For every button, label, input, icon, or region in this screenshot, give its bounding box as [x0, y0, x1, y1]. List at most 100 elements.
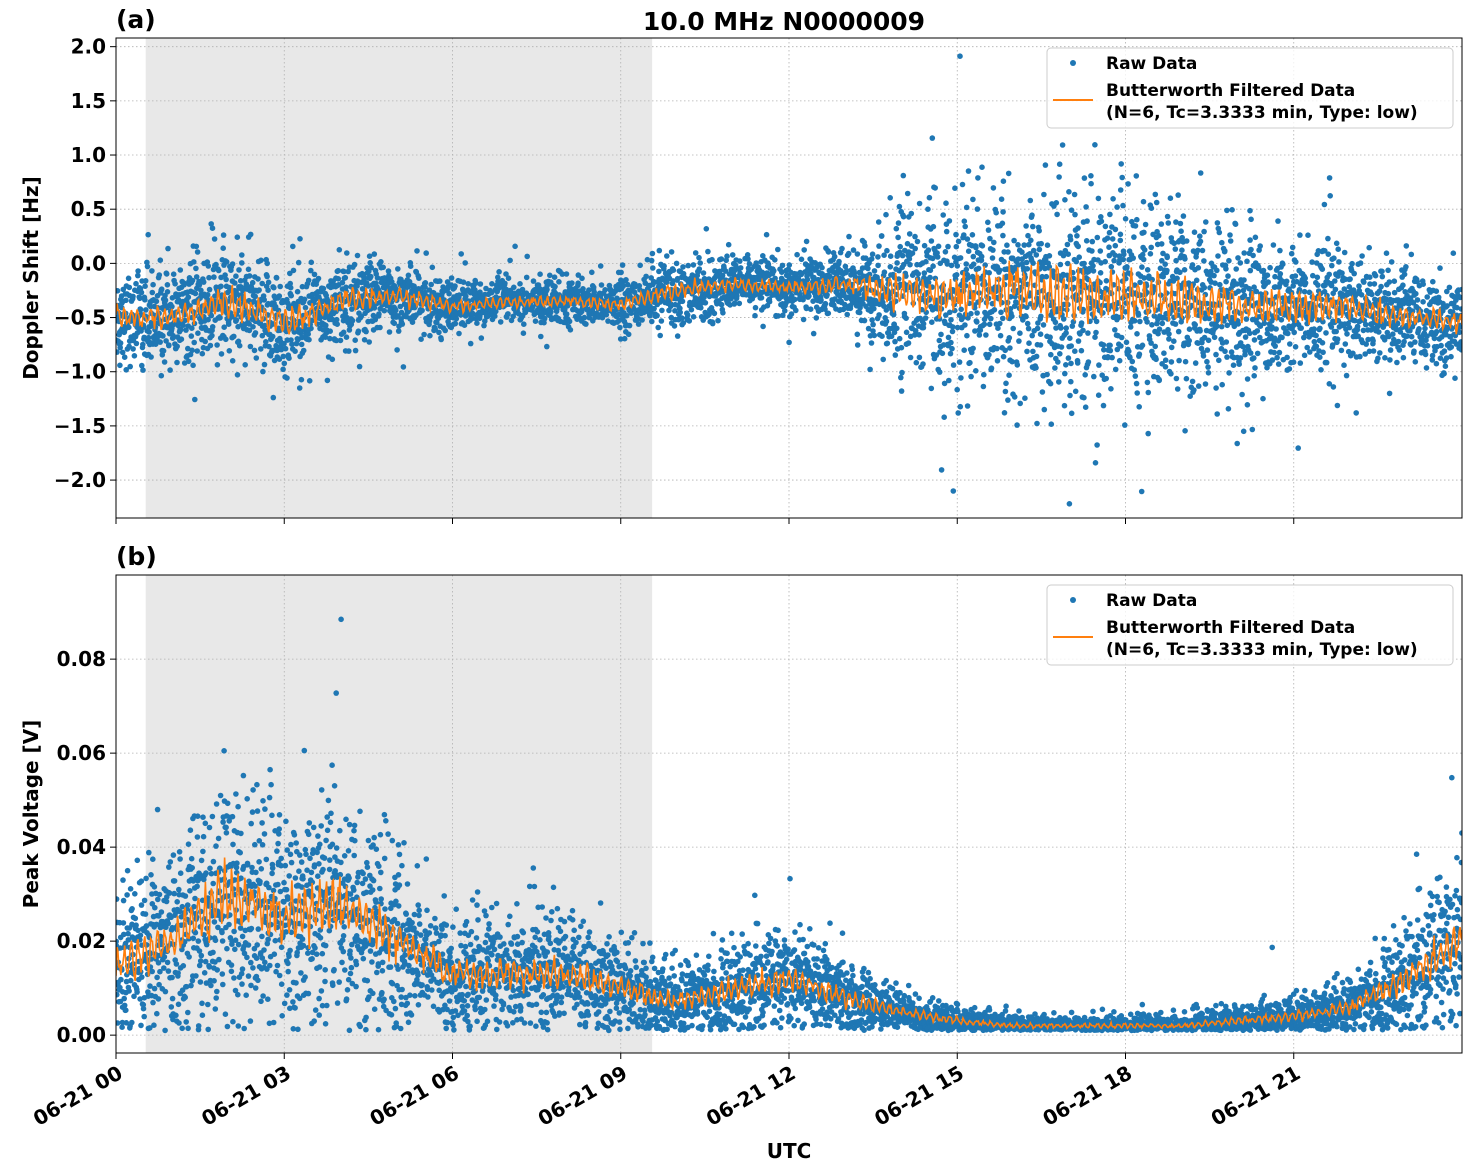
raw-point [1133, 223, 1139, 229]
raw-point [1241, 429, 1247, 435]
raw-point [1369, 292, 1375, 298]
raw-point [277, 293, 283, 299]
raw-point [1072, 348, 1078, 354]
raw-point [1279, 317, 1285, 323]
raw-point [675, 333, 681, 339]
raw-point [261, 297, 267, 303]
raw-point [794, 252, 800, 258]
raw-point [1079, 320, 1085, 326]
raw-point [1389, 259, 1395, 265]
raw-point [207, 287, 213, 293]
raw-point [958, 255, 964, 261]
raw-point [302, 297, 308, 303]
raw-point [1235, 321, 1241, 327]
raw-point [643, 274, 649, 280]
raw-point [799, 257, 805, 263]
raw-point [954, 272, 960, 278]
raw-point [898, 375, 904, 381]
raw-point [999, 196, 1005, 202]
raw-point [901, 173, 907, 179]
y-tick-label: 2.0 [71, 35, 106, 59]
raw-point [1327, 175, 1333, 181]
raw-point [989, 365, 995, 371]
raw-point [1025, 321, 1031, 327]
y-tick-label: 0.0 [71, 251, 106, 275]
raw-point [855, 342, 861, 348]
raw-point [760, 324, 766, 330]
raw-point [591, 285, 597, 291]
raw-point [1149, 322, 1155, 328]
raw-point [327, 328, 333, 334]
raw-point [973, 245, 979, 251]
raw-point [915, 239, 921, 245]
raw-point [1298, 325, 1304, 331]
raw-point [1148, 245, 1154, 251]
raw-point [801, 317, 807, 323]
raw-point [127, 285, 133, 291]
raw-point [282, 361, 288, 367]
raw-point [720, 310, 726, 316]
raw-point [982, 262, 988, 268]
raw-point [1047, 253, 1053, 259]
raw-point [1081, 395, 1087, 401]
raw-point [1293, 344, 1299, 350]
raw-point [970, 346, 976, 352]
raw-point [907, 262, 913, 268]
raw-point [1335, 403, 1341, 409]
raw-point [917, 355, 923, 361]
raw-point [897, 336, 903, 342]
y-tick-label: −1.5 [54, 414, 106, 438]
raw-point [114, 349, 120, 355]
raw-point [190, 363, 196, 369]
raw-point [216, 268, 222, 274]
raw-point [120, 350, 126, 356]
raw-point [960, 182, 966, 188]
raw-point [962, 218, 968, 224]
raw-point [693, 250, 699, 256]
raw-point [1376, 329, 1382, 335]
raw-point [767, 299, 773, 305]
raw-point [316, 276, 322, 282]
raw-point [1274, 355, 1280, 361]
raw-point [1152, 344, 1158, 350]
raw-point [891, 312, 897, 318]
raw-point [947, 310, 953, 316]
raw-point [312, 272, 318, 278]
raw-point [691, 262, 697, 268]
raw-point [1153, 357, 1159, 363]
raw-point [1011, 238, 1017, 244]
raw-point [123, 298, 129, 304]
raw-point [872, 333, 878, 339]
raw-point [1248, 217, 1254, 223]
raw-point [981, 372, 987, 378]
raw-point [1157, 326, 1163, 332]
raw-point [1372, 281, 1378, 287]
raw-point [258, 346, 264, 352]
raw-point [1205, 364, 1211, 370]
raw-point [552, 274, 558, 280]
raw-point [983, 332, 989, 338]
raw-point [671, 267, 677, 273]
raw-point [804, 239, 810, 245]
raw-point [1318, 367, 1324, 373]
raw-point [964, 205, 970, 211]
raw-point [406, 273, 412, 279]
raw-point [1096, 196, 1102, 202]
raw-point [1136, 312, 1142, 318]
raw-point [1205, 347, 1211, 353]
raw-point [998, 333, 1004, 339]
raw-point [306, 278, 312, 284]
raw-point [904, 330, 910, 336]
raw-point [964, 333, 970, 339]
raw-point [1034, 421, 1040, 427]
raw-point [1006, 372, 1012, 378]
raw-point [826, 311, 832, 317]
raw-point [1197, 328, 1203, 334]
raw-point [1059, 344, 1065, 350]
raw-point [1184, 376, 1190, 382]
raw-point [1231, 362, 1237, 368]
raw-point [895, 235, 901, 241]
raw-point [1107, 343, 1113, 349]
raw-point [1091, 268, 1097, 274]
raw-point [1250, 253, 1256, 259]
